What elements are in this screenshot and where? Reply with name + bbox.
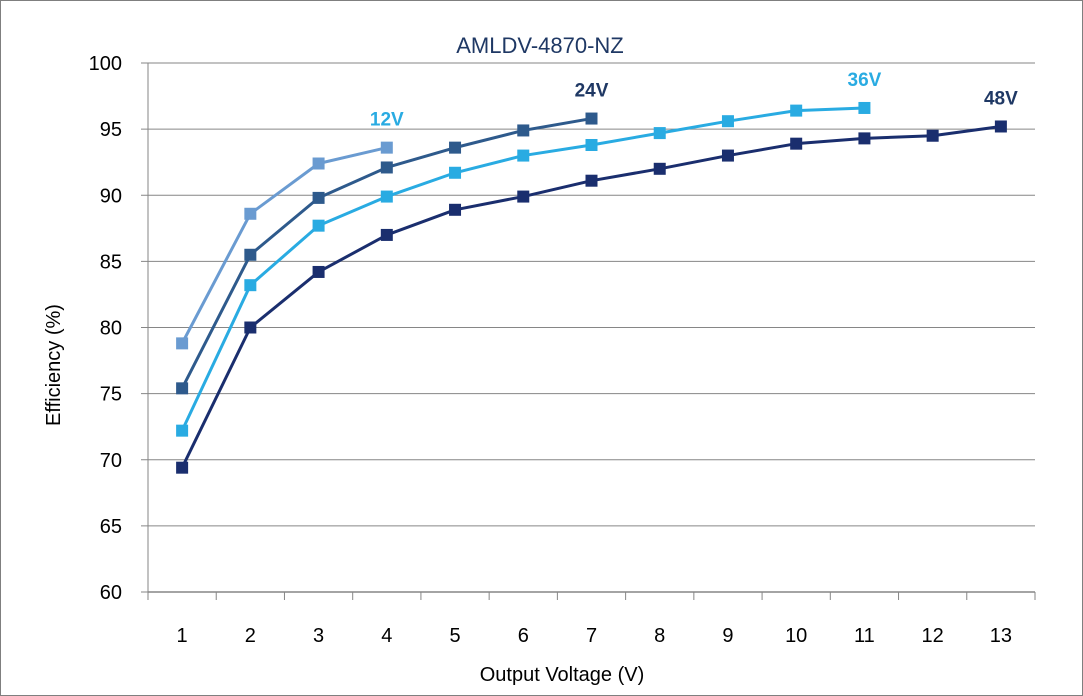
x-tick-label: 1 [177, 625, 188, 647]
x-tick-label: 5 [449, 625, 460, 647]
chart-title: AMLDV-4870-NZ [456, 33, 624, 58]
y-tick-label: 80 [100, 318, 122, 340]
data-point-24V [176, 382, 189, 395]
data-point-36V [858, 101, 871, 114]
data-point-36V [517, 149, 530, 162]
data-point-36V [653, 127, 666, 140]
data-point-36V [790, 104, 803, 117]
series-line-12V [180, 146, 388, 345]
data-point-36V [585, 138, 598, 151]
data-point-48V [585, 174, 598, 187]
x-tick-label: 9 [722, 625, 733, 647]
y-tick-label: 90 [100, 185, 122, 207]
y-tick-label: 95 [100, 119, 122, 141]
data-point-24V [244, 248, 257, 261]
x-tick-label: 11 [854, 625, 875, 647]
x-tick-label: 6 [518, 625, 529, 647]
x-axis-label: Output Voltage (V) [480, 664, 645, 686]
data-point-48V [517, 190, 530, 203]
series-line-24V [180, 117, 592, 390]
data-point-48V [790, 137, 803, 150]
y-tick-label: 60 [100, 582, 122, 604]
data-point-24V [449, 141, 462, 154]
x-tick-label: 2 [245, 625, 256, 647]
data-point-36V [380, 190, 393, 203]
series-label-12V: 12V [370, 110, 404, 131]
data-point-12V [312, 157, 325, 170]
y-tick-label: 70 [100, 450, 122, 472]
data-point-48V [312, 265, 325, 278]
x-tick-label: 12 [922, 625, 944, 647]
axes [141, 62, 1036, 600]
data-point-36V [176, 424, 189, 437]
data-point-48V [653, 162, 666, 175]
data-point-48V [449, 203, 462, 216]
data-point-48V [244, 321, 257, 334]
x-tick-label: 3 [313, 625, 324, 647]
series-label-48V: 48V [984, 88, 1018, 109]
data-point-36V [721, 115, 734, 128]
y-axis-label: Efficiency (%) [43, 304, 65, 426]
data-point-36V [312, 219, 325, 232]
gridlines [148, 62, 1035, 527]
series-markers [176, 101, 1007, 474]
series-lines [180, 106, 1002, 469]
y-tick-label: 100 [89, 53, 122, 75]
data-point-36V [449, 166, 462, 179]
data-point-36V [244, 279, 257, 292]
series-label-36V: 36V [848, 70, 882, 91]
data-point-48V [926, 129, 939, 142]
y-tick-labels: 60 65 70 75 80 85 90 95 100 [89, 53, 122, 604]
data-point-48V [994, 120, 1007, 133]
x-tick-label: 7 [586, 625, 597, 647]
y-tick-label: 85 [100, 251, 122, 273]
data-point-48V [380, 228, 393, 241]
data-point-12V [176, 337, 189, 350]
x-tick-label: 4 [381, 625, 392, 647]
series-labels: 12V 24V 36V 48V [370, 70, 1018, 131]
x-tick-labels: 1 2 3 4 5 6 7 8 9 10 11 12 13 [177, 625, 1012, 647]
data-point-24V [312, 191, 325, 204]
series-label-24V: 24V [575, 81, 609, 102]
data-point-12V [244, 207, 257, 220]
x-tick-label: 13 [990, 625, 1012, 647]
x-tick-label: 8 [654, 625, 665, 647]
data-point-48V [721, 149, 734, 162]
data-point-48V [176, 461, 189, 474]
data-point-48V [858, 132, 871, 145]
x-tick-label: 10 [785, 625, 807, 647]
data-point-12V [380, 141, 393, 154]
data-point-24V [585, 112, 598, 125]
data-point-24V [380, 161, 393, 174]
y-tick-label: 65 [100, 516, 122, 538]
y-tick-label: 75 [100, 384, 122, 406]
data-point-24V [517, 124, 530, 137]
